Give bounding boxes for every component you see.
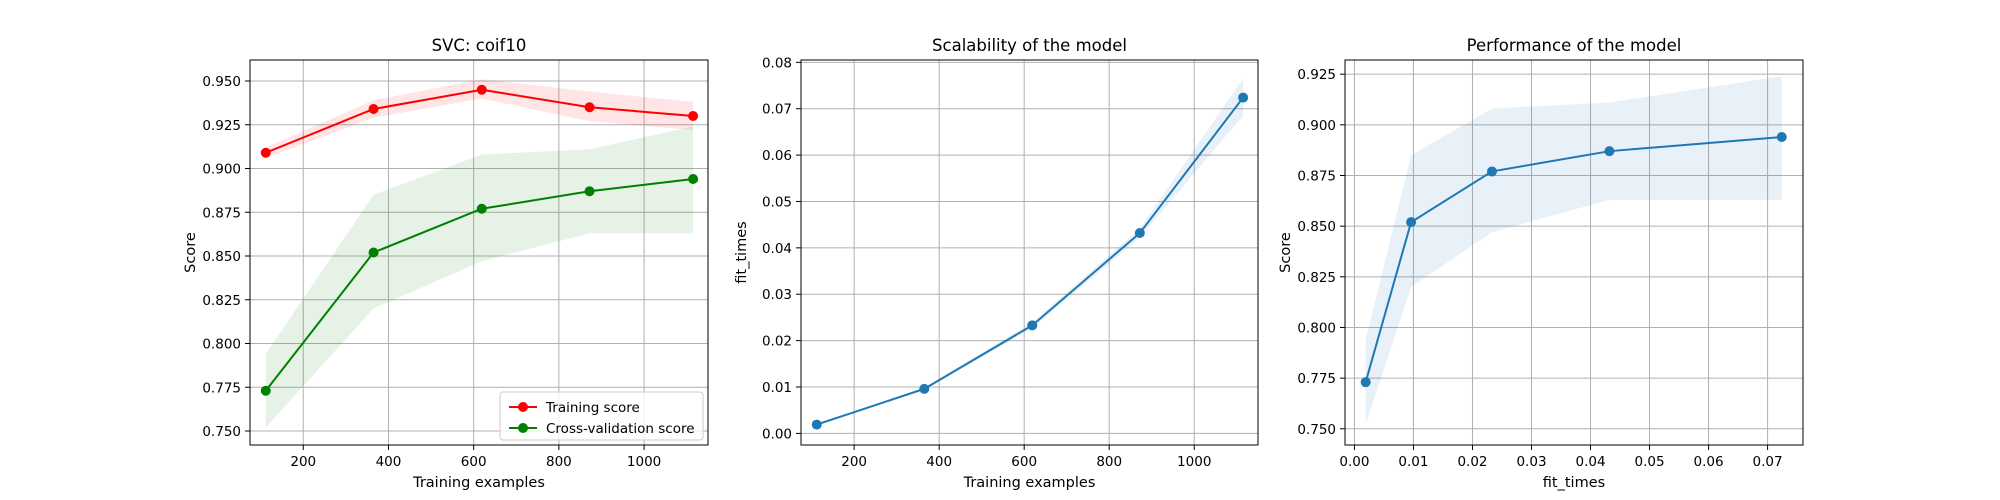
x-tick-label: 600 bbox=[461, 454, 487, 470]
y-axis-label: Score bbox=[1278, 232, 1294, 273]
y-tick-label: 0.07 bbox=[762, 102, 792, 118]
y-tick-label: 0.850 bbox=[202, 249, 241, 265]
y-tick-label: 0.775 bbox=[1297, 371, 1336, 387]
y-tick-label: 0.900 bbox=[1297, 118, 1336, 134]
data-point bbox=[585, 102, 595, 112]
y-tick-label: 0.825 bbox=[202, 293, 241, 309]
x-axis-label: Training examples bbox=[963, 475, 1096, 491]
data-point bbox=[585, 186, 595, 196]
data-point bbox=[688, 174, 698, 184]
plot-title: Scalability of the model bbox=[932, 36, 1127, 55]
data-point bbox=[1487, 166, 1497, 176]
data-point bbox=[1604, 146, 1614, 156]
data-point bbox=[261, 148, 271, 158]
legend: Training score Cross-validation score bbox=[500, 392, 703, 440]
data-point bbox=[812, 420, 822, 430]
data-point bbox=[1238, 93, 1248, 103]
y-tick-label: 0.02 bbox=[762, 334, 792, 350]
plot-title: Performance of the model bbox=[1467, 36, 1682, 55]
y-tick-label: 0.800 bbox=[202, 337, 241, 353]
data-point bbox=[1406, 217, 1416, 227]
data-point bbox=[477, 204, 487, 214]
x-tick-label: 1000 bbox=[627, 454, 661, 470]
x-tick-label: 400 bbox=[376, 454, 402, 470]
y-tick-label: 0.00 bbox=[762, 426, 792, 442]
data-point bbox=[369, 248, 379, 258]
data-point bbox=[369, 104, 379, 114]
y-tick-label: 0.775 bbox=[202, 380, 241, 396]
x-tick-label: 200 bbox=[290, 454, 316, 470]
y-tick-label: 0.900 bbox=[202, 162, 241, 178]
y-tick-label: 0.875 bbox=[1297, 169, 1336, 185]
y-axis-label: Score bbox=[183, 232, 199, 273]
y-tick-label: 0.925 bbox=[202, 118, 241, 134]
x-tick-label: 0.05 bbox=[1635, 454, 1665, 470]
x-axis-label: Training examples bbox=[412, 475, 545, 491]
y-axis-label: fit_times bbox=[734, 221, 750, 283]
data-point bbox=[1777, 132, 1787, 142]
y-tick-label: 0.875 bbox=[202, 205, 241, 221]
y-tick-label: 0.750 bbox=[1297, 422, 1336, 438]
x-tick-label: 0.03 bbox=[1516, 454, 1546, 470]
data-point bbox=[261, 386, 271, 396]
data-point bbox=[477, 85, 487, 95]
x-tick-label: 0.04 bbox=[1575, 454, 1605, 470]
x-tick-label: 800 bbox=[546, 454, 572, 470]
x-tick-label: 0.02 bbox=[1457, 454, 1487, 470]
y-tick-label: 0.01 bbox=[762, 380, 792, 396]
data-point bbox=[1361, 377, 1371, 387]
plot-title: SVC: coif10 bbox=[432, 36, 527, 55]
y-tick-label: 0.750 bbox=[202, 424, 241, 440]
y-tick-label: 0.03 bbox=[762, 287, 792, 303]
y-tick-label: 0.800 bbox=[1297, 320, 1336, 336]
y-tick-label: 0.06 bbox=[762, 148, 792, 164]
y-tick-label: 0.05 bbox=[762, 194, 792, 210]
x-tick-label: 1000 bbox=[1177, 454, 1211, 470]
y-tick-label: 0.850 bbox=[1297, 219, 1336, 235]
x-tick-label: 200 bbox=[841, 454, 867, 470]
legend-label-training: Training score bbox=[545, 400, 640, 416]
x-tick-label: 0.01 bbox=[1398, 454, 1428, 470]
data-point bbox=[1135, 228, 1145, 238]
y-tick-label: 0.04 bbox=[762, 241, 792, 257]
y-tick-label: 0.925 bbox=[1297, 67, 1336, 83]
x-tick-label: 0.06 bbox=[1694, 454, 1724, 470]
legend-label-cross-validation: Cross-validation score bbox=[546, 421, 695, 437]
x-tick-label: 400 bbox=[926, 454, 952, 470]
data-point bbox=[688, 111, 698, 121]
y-tick-label: 0.825 bbox=[1297, 270, 1336, 286]
legend-marker-training bbox=[518, 402, 528, 412]
x-tick-label: 0.00 bbox=[1339, 454, 1369, 470]
data-point bbox=[1027, 320, 1037, 330]
x-tick-label: 800 bbox=[1096, 454, 1122, 470]
y-tick-label: 0.950 bbox=[202, 74, 241, 90]
legend-marker-cross-validation bbox=[518, 423, 528, 433]
y-tick-label: 0.08 bbox=[762, 55, 792, 71]
x-tick-label: 0.07 bbox=[1753, 454, 1783, 470]
x-tick-label: 600 bbox=[1011, 454, 1037, 470]
data-point bbox=[919, 384, 929, 394]
x-axis-label: fit_times bbox=[1543, 475, 1605, 491]
